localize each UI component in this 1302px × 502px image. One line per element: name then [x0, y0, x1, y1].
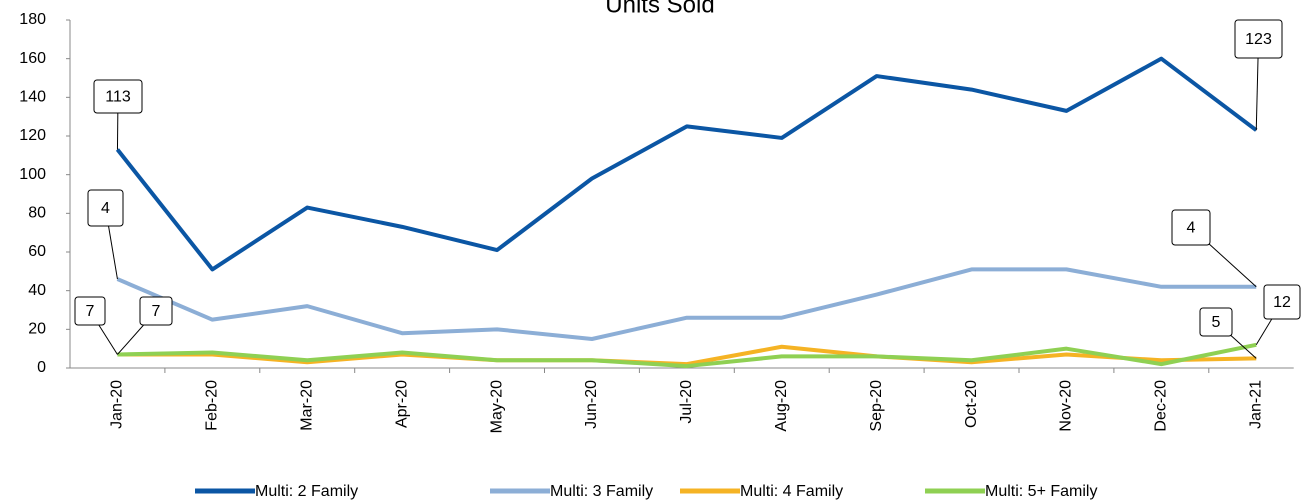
y-tick-label: 100 — [19, 166, 46, 183]
x-tick-label: Feb-20 — [204, 380, 221, 431]
x-tick-label: Oct-20 — [963, 380, 980, 428]
chart-title: Units Sold — [605, 0, 714, 18]
callout-box — [1171, 209, 1211, 246]
callout-box — [1263, 284, 1301, 320]
series-line — [117, 344, 1257, 367]
callout-label: 113 — [105, 89, 131, 106]
x-tick-label: Nov-20 — [1058, 380, 1075, 432]
callout-label: 7 — [152, 303, 161, 320]
legend-label: Multi: 3 Family — [550, 483, 653, 500]
x-tick-label: Jan-21 — [1247, 380, 1264, 429]
x-tick-label: Mar-20 — [298, 380, 315, 431]
x-tick-label: Jan-20 — [109, 380, 126, 429]
legend-label: Multi: 4 Family — [740, 483, 843, 500]
series-line — [117, 342, 1257, 369]
callout-label: 4 — [101, 200, 110, 217]
callout-label: 123 — [1245, 31, 1272, 48]
callout-box — [139, 296, 173, 326]
y-tick-label: 60 — [28, 243, 46, 260]
y-tick-label: 80 — [28, 205, 46, 222]
y-tick-label: 160 — [19, 50, 46, 67]
x-tick-label: Dec-20 — [1153, 380, 1170, 432]
x-tick-label: Apr-20 — [393, 380, 410, 428]
callout-box — [1234, 19, 1283, 59]
x-tick-label: May-20 — [488, 380, 505, 433]
y-tick-label: 0 — [37, 359, 46, 376]
x-tick-label: Sep-20 — [868, 380, 885, 432]
y-tick-label: 40 — [28, 282, 46, 299]
x-tick-label: Jun-20 — [583, 380, 600, 429]
x-tick-label: Aug-20 — [773, 380, 790, 432]
callout-label: 7 — [86, 303, 95, 320]
y-tick-label: 120 — [19, 127, 46, 144]
legend-label: Multi: 2 Family — [255, 483, 358, 500]
callout-label: 12 — [1273, 294, 1291, 311]
x-tick-label: Jul-20 — [678, 380, 695, 424]
series-line — [116, 267, 1257, 341]
legend-label: Multi: 5+ Family — [985, 483, 1097, 500]
series-line — [115, 56, 1258, 272]
callout-box — [93, 79, 143, 114]
callout-box — [1199, 307, 1233, 337]
y-tick-label: 20 — [28, 321, 46, 338]
y-tick-label: 140 — [19, 89, 46, 106]
callout-label: 5 — [1212, 314, 1221, 331]
callout-box — [74, 296, 106, 326]
callout-label: 4 — [1187, 220, 1196, 237]
y-tick-label: 180 — [19, 11, 46, 28]
callout-box — [87, 189, 124, 227]
